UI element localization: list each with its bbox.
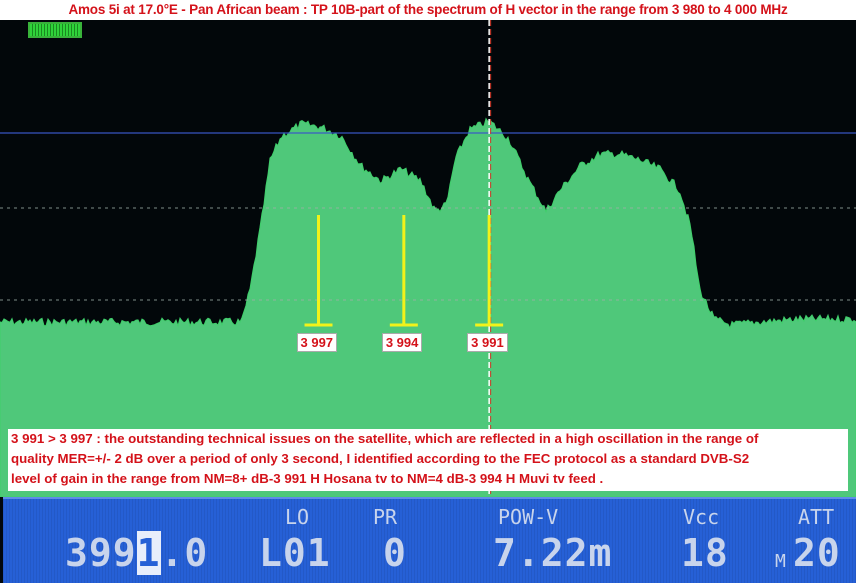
pr-label: PR — [373, 505, 398, 529]
att-mode: M — [775, 551, 786, 572]
note-line: level of gain in the range from NM=8+ dB… — [11, 471, 604, 486]
pr-value: 0 — [383, 531, 407, 575]
marker-label: 3 997 — [296, 333, 338, 352]
note-line: 3 991 > 3 997 : the outstanding technica… — [11, 431, 759, 446]
pow-value: 7.22m — [493, 531, 613, 575]
frequency-readout[interactable]: 3991.0 — [65, 531, 209, 575]
att-value: 20 — [793, 531, 841, 575]
spectrum-trace — [0, 117, 856, 497]
vcc-label: Vcc — [683, 505, 720, 529]
marker-label: 3 991 — [467, 333, 508, 352]
vcc-value: 18 — [681, 531, 729, 575]
spectrum-chart — [0, 20, 856, 497]
battery-icon — [28, 22, 82, 38]
caption-title: Amos 5i at 17.0°E - Pan African beam : T… — [0, 0, 856, 20]
lo-value: L01 — [259, 531, 331, 575]
att-label: ATT — [798, 505, 835, 529]
lo-label: LO — [285, 505, 310, 529]
frequency-cursor-digit[interactable]: 1 — [136, 531, 161, 575]
marker-label: 3 994 — [381, 333, 423, 352]
pow-label: POW-V — [498, 505, 559, 529]
note-line: quality MER=+/- 2 dB over a period of on… — [11, 451, 750, 466]
meter-status-panel: 3991.0 LO L01 PR 0 POW-V 7.22m Vcc 18 AT… — [3, 497, 856, 583]
annotation-note: 3 991 > 3 997 : the outstanding technica… — [8, 429, 848, 491]
